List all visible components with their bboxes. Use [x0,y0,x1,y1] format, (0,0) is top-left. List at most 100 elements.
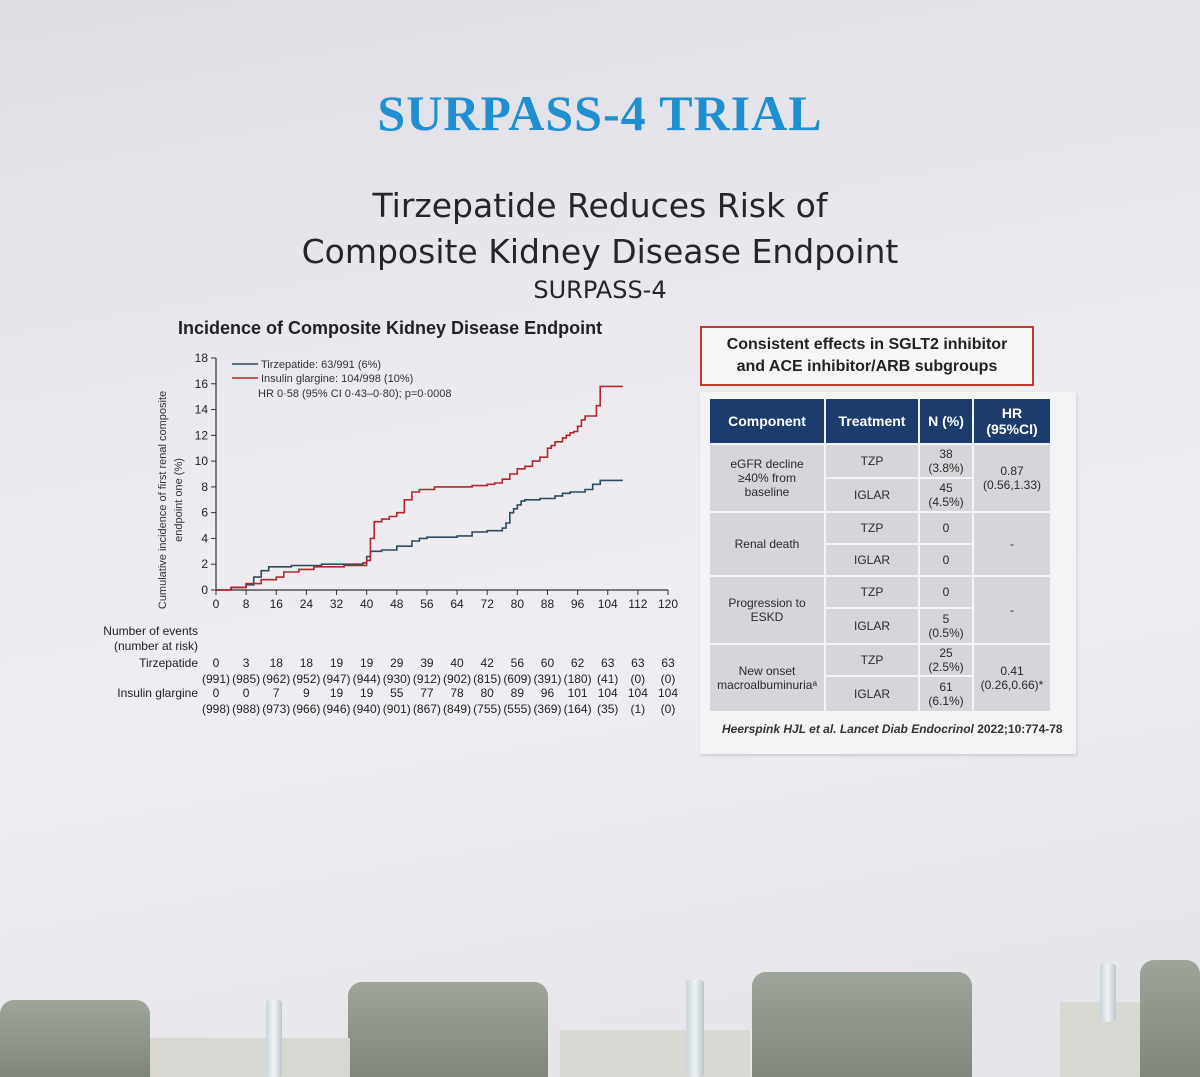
risk-events-value: 19 [359,656,374,670]
n-percent-cell: 61 (6.1%) [918,675,974,713]
header-treatment: Treatment [824,397,920,445]
hazard-ratio-cell: - [972,575,1052,645]
component-cell: Progression to ESKD [708,575,826,645]
n-percent-value: 61 [939,680,953,694]
y-tick-label: 4 [201,531,208,545]
treatment-cell: TZP [824,443,920,479]
n-percent-value: (6.1%) [928,694,964,708]
component-label: eGFR decline [730,457,804,471]
hazard-ratio-value: (0.26,0.66)* [980,678,1044,692]
n-percent-value: 5 [942,612,950,626]
risk-at-risk-value: (991) [201,672,230,686]
risk-at-risk-value: (180) [563,672,592,686]
risk-at-risk-value: (901) [382,702,411,716]
y-tick-label: 14 [195,403,209,417]
risk-at-risk-value: (755) [473,702,502,716]
risk-at-risk-value: (867) [412,702,441,716]
chart-legend: Tirzepatide: 63/991 (6%) Insulin glargin… [232,359,452,400]
treatment-cell: TZP [824,511,920,545]
risk-at-risk-value: (41) [597,672,619,686]
legend-hazard-ratio: HR 0·58 (95% CI 0·43–0·80); p=0·0008 [258,388,452,400]
series-line-insulin-glargine [216,385,623,591]
x-tick-label: 64 [450,597,464,610]
risk-at-risk-value: (35) [597,702,619,716]
series-line-tirzepatide [216,479,623,591]
hazard-ratio-cell: 0.41 (0.26,0.66)* [972,643,1052,713]
treatment-cell: IGLAR [824,675,920,713]
hazard-ratio-value: 0.87 [1000,464,1024,478]
x-tick-label: 56 [420,597,434,610]
citation: Heerspink HJL et al. Lancet Diab Endocri… [722,722,1063,736]
risk-table-header-line-1: Number of events [103,624,198,638]
x-tick-label: 24 [300,597,314,610]
component-cell: New onset macroalbuminuriaᵃ [708,643,826,713]
citation-authors: Heerspink HJL et al. [722,722,837,736]
risk-events-value: 3 [242,656,250,670]
n-percent-cell: 45 (4.5%) [918,477,974,513]
component-cell: Renal death [708,511,826,577]
component-table-panel: Component Treatment N (%) HR (95%CI) eGF… [700,392,1076,754]
risk-at-risk-value: (555) [503,702,532,716]
risk-at-risk-value: (609) [503,672,532,686]
risk-at-risk-value: (962) [262,672,291,686]
risk-events-value: 104 [657,686,679,700]
risk-events-value: 104 [597,686,618,700]
x-tick-label: 32 [330,597,344,610]
chart-axes: 0 8 16 24 32 40 48 56 64 72 80 88 96 104 112 1200246810… [195,351,679,610]
table-row: Renal death TZP 0 - [708,511,1052,577]
risk-at-risk-value: (0) [630,672,646,686]
risk-events-value: 42 [480,656,494,670]
risk-events-value: 19 [359,686,374,700]
n-percent-cell: 0 [918,511,974,545]
table-row: IGLAR 45 (4.5%) [709,477,1051,513]
y-tick-label: 6 [201,506,208,520]
risk-row-label: Insulin glargine [117,686,198,700]
risk-at-risk-value: (164) [563,702,592,716]
risk-at-risk-value: (815) [473,672,502,686]
stage-table [560,1030,750,1077]
risk-at-risk-value: (391) [533,672,562,686]
component-label: ≥40% from [738,471,796,485]
n-percent-value: 0 [942,553,950,567]
x-tick-label: 0 [213,597,220,610]
chair [752,972,972,1077]
risk-events-value: 18 [269,656,283,670]
risk-events-value: 7 [272,686,280,700]
x-tick-label: 48 [390,597,404,610]
component-cell: eGFR decline ≥40% from baseline [708,443,826,513]
component-label: baseline [744,485,790,499]
n-percent-value: 38 [939,447,953,461]
table-row: IGLAR 5 (0.5%) [709,607,1051,645]
x-tick-label: 104 [598,597,618,610]
y-axis-label-line-1: Cumulative incidence of first renal comp… [157,391,169,609]
slide-subtitle-line-1: Tirzepatide Reduces Risk of [372,186,828,225]
chart-series [216,385,623,591]
chart-title: Incidence of Composite Kidney Disease En… [178,318,603,338]
risk-at-risk-value: (973) [262,702,291,716]
y-tick-label: 2 [201,557,208,571]
component-label: ESKD [750,610,784,624]
n-percent-value: (3.8%) [928,461,964,475]
risk-events-value: 0 [212,686,220,700]
risk-at-risk-value: (988) [232,702,261,716]
citation-journal: Lancet Diab Endocrinol [839,722,974,736]
x-tick-label: 72 [481,597,495,610]
risk-at-risk-value: (912) [412,672,441,686]
risk-events-value: 96 [540,686,555,700]
legend-insulin-glargine: Insulin glargine: 104/998 (10%) [261,373,413,385]
hazard-ratio-value: 0.41 [1000,664,1024,678]
risk-at-risk-value: (849) [443,702,472,716]
treatment-cell: IGLAR [824,607,920,645]
treatment-cell: IGLAR [824,477,920,513]
table-row: eGFR decline ≥40% from baseline TZP 38 (3.8%)… [708,443,1052,513]
risk-events-value: 63 [601,656,615,670]
risk-events-value: 19 [329,686,344,700]
component-label: New onset [738,664,796,678]
n-percent-value: 0 [942,521,950,535]
risk-events-value: 60 [540,656,555,670]
risk-events-value: 101 [567,686,588,700]
y-tick-label: 16 [195,377,209,391]
header-hr: HR (95%CI) [972,397,1052,445]
y-tick-label: 18 [195,351,209,365]
hazard-ratio-value: (0.56,1.33) [982,478,1042,492]
